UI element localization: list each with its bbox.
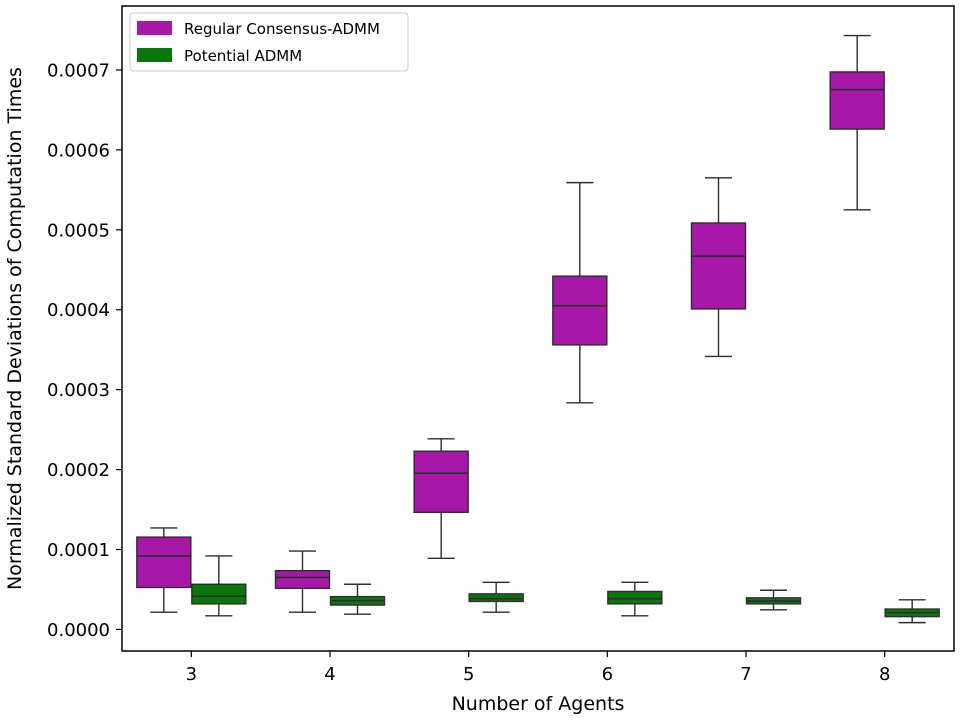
box-body [191, 583, 247, 605]
x-tick-label: 5 [463, 664, 474, 685]
y-tick-label: 0.0006 [47, 140, 110, 161]
box-body [607, 590, 663, 605]
box-1-5 [884, 599, 940, 624]
box-1-3 [607, 581, 663, 617]
axes-frame [121, 5, 955, 652]
boxes-layer [136, 34, 940, 624]
box-0-1 [274, 550, 331, 613]
legend-label-potential: Potential ADMM [184, 47, 302, 65]
box-1-4 [745, 589, 802, 611]
legend: Regular Consensus-ADMM Potential ADMM [129, 12, 409, 72]
x-tick-label: 7 [740, 664, 751, 685]
y-axis-label: Normalized Standard Deviations of Comput… [4, 67, 26, 590]
x-tick-label: 3 [186, 664, 197, 685]
box-body [829, 71, 885, 130]
legend-swatch-potential [137, 48, 172, 62]
y-tick-label: 0.0000 [47, 620, 110, 641]
x-axis-label: Number of Agents [452, 693, 625, 715]
legend-swatch-regular [137, 21, 172, 35]
box-0-0 [136, 527, 192, 613]
x-tick-label: 4 [324, 664, 335, 685]
box-1-0 [191, 555, 247, 617]
x-tick-label: 8 [879, 664, 890, 685]
box-body [690, 222, 747, 310]
y-tick-label: 0.0007 [47, 60, 110, 81]
x-tick-label: 6 [602, 664, 613, 685]
box-body [552, 275, 608, 346]
box-1-1 [329, 583, 386, 615]
y-tick-label: 0.0003 [47, 380, 110, 401]
box-body [274, 569, 331, 589]
box-body [136, 536, 192, 589]
box-0-2 [413, 438, 469, 559]
box-body [413, 450, 469, 514]
y-axis-ticks: 0.0000 0.0001 0.0002 0.0003 0.0004 0.0005 0.00… [47, 60, 122, 641]
box-body [468, 593, 524, 603]
legend-box [129, 12, 409, 72]
box-1-2 [468, 581, 524, 613]
y-tick-label: 0.0005 [47, 220, 110, 241]
y-tick-label: 0.0001 [47, 540, 110, 561]
box-0-3 [552, 181, 608, 404]
legend-label-regular: Regular Consensus-ADMM [184, 20, 380, 38]
y-tick-label: 0.0002 [47, 460, 110, 481]
x-axis-ticks: 3 4 5 6 7 8 [186, 651, 890, 685]
box-0-4 [690, 177, 747, 358]
y-tick-label: 0.0004 [47, 300, 110, 321]
box-0-5 [829, 34, 885, 211]
